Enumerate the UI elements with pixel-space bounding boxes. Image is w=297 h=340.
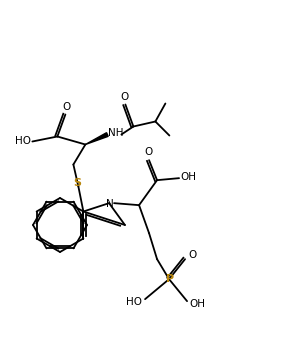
Text: O: O bbox=[188, 250, 196, 260]
Text: O: O bbox=[120, 91, 129, 102]
Text: OH: OH bbox=[180, 172, 196, 182]
Text: O: O bbox=[144, 147, 152, 157]
Text: O: O bbox=[62, 102, 70, 113]
Polygon shape bbox=[85, 133, 108, 144]
Text: P: P bbox=[166, 274, 174, 284]
Text: NH: NH bbox=[108, 129, 123, 138]
Text: S: S bbox=[73, 178, 81, 188]
Text: HO: HO bbox=[15, 136, 31, 147]
Text: N: N bbox=[106, 199, 114, 209]
Text: HO: HO bbox=[126, 297, 142, 307]
Text: OH: OH bbox=[189, 299, 205, 309]
